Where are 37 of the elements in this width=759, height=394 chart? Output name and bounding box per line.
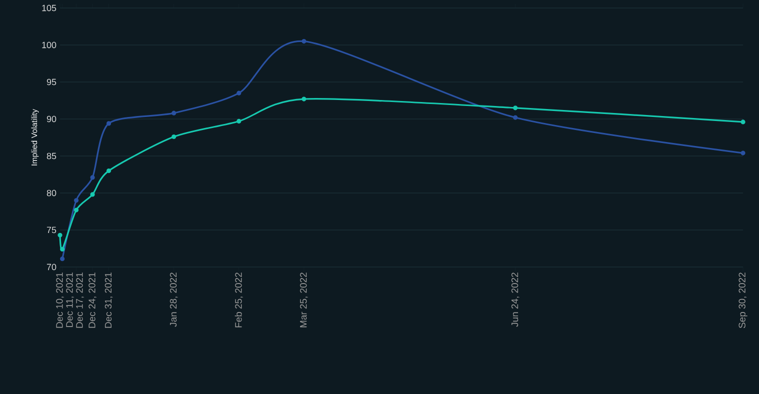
y-tick-label: 95 (46, 78, 56, 86)
x-tick-label: Jan 28, 2022 (170, 272, 178, 327)
x-tick-label: Jun 24, 2022 (511, 272, 520, 327)
point (302, 38, 306, 44)
x-tick-label: Feb 25, 2022 (234, 272, 243, 328)
y-tick-label: 85 (46, 152, 56, 160)
point (172, 134, 176, 140)
point (106, 168, 112, 174)
point (302, 96, 306, 102)
point (74, 198, 79, 203)
y-tick-label: 75 (46, 226, 56, 234)
y-tick-label: 100 (42, 42, 56, 48)
y-tick-label: 70 (46, 264, 56, 270)
point (236, 90, 242, 96)
x-tick-label: Dec 17, 2021 (76, 272, 84, 328)
x-tick-label: Sep 30, 2022 (738, 272, 748, 328)
point (513, 106, 518, 110)
point (172, 110, 176, 116)
point (90, 175, 95, 180)
point (60, 246, 65, 252)
point (236, 118, 242, 124)
y-tick-label: 105 (42, 4, 56, 12)
point (740, 120, 746, 124)
point (60, 256, 65, 262)
point (90, 192, 95, 197)
x-tick-label: Dec 24, 2021 (88, 272, 96, 328)
x-tick-label: Dec 10, 2021 (56, 272, 64, 328)
point (106, 121, 112, 126)
point (513, 115, 518, 120)
point (74, 208, 79, 212)
point (58, 232, 62, 238)
y-tick-label: 90 (46, 116, 56, 122)
point (740, 150, 746, 156)
x-tick-label: Dec 11, 2021 (66, 272, 74, 328)
y-tick-label: 80 (46, 190, 56, 196)
x-tick-label: Dec 31, 2021 (104, 272, 113, 328)
x-tick-label: Mar 25, 2022 (300, 272, 308, 328)
